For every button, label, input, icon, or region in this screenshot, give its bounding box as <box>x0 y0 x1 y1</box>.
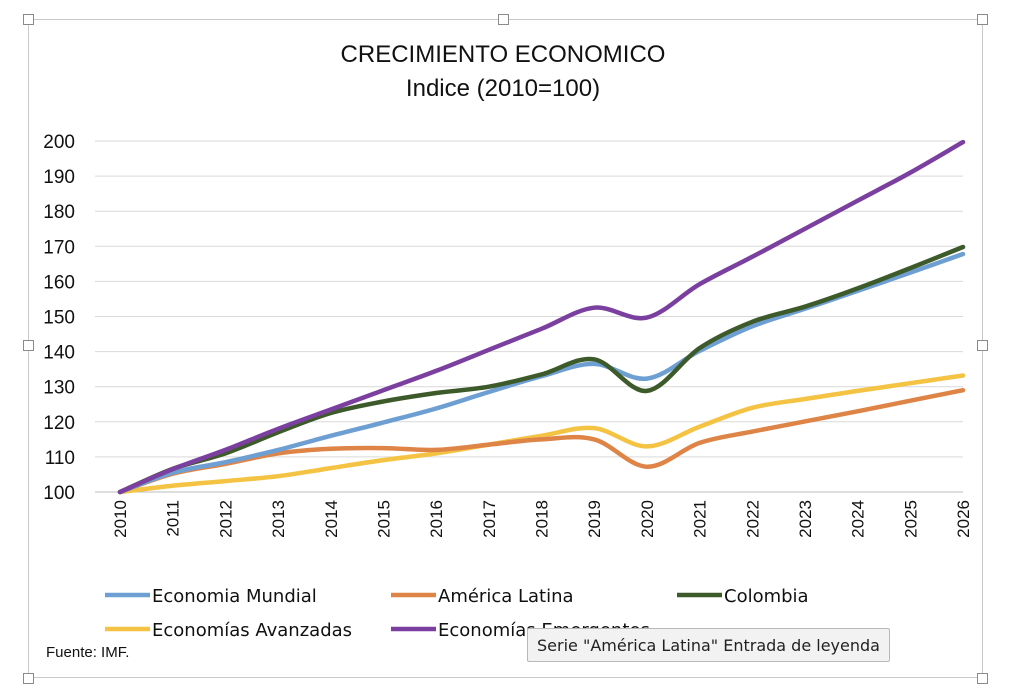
legend-entry-0[interactable]: Economia Mundial <box>105 586 317 607</box>
chart-subtitle: Indice (2010=100) <box>406 75 600 102</box>
y-tick-label: 180 <box>43 202 75 223</box>
y-tick-label: 130 <box>43 378 75 399</box>
y-tick-label: 120 <box>43 413 75 434</box>
y-tick-label: 100 <box>43 483 75 504</box>
x-tick-label: 2020 <box>638 500 657 538</box>
legend-label: América Latina <box>438 586 574 607</box>
legend-entry-1[interactable]: América Latina <box>391 586 574 607</box>
resize-handle-top-right[interactable] <box>977 14 988 25</box>
gridlines <box>95 140 963 493</box>
x-tick-label: 2025 <box>901 500 920 538</box>
legend-entry-2[interactable]: Colombia <box>677 586 809 607</box>
x-tick-label: 2015 <box>374 500 393 538</box>
resize-handle-bottom-left[interactable] <box>23 673 34 684</box>
x-tick-label: 2016 <box>427 500 446 538</box>
x-axis-ticks: 2010 2011 2012 2013 2014 2015 2016 2017 2018 2019… <box>111 500 973 538</box>
resize-handle-top-left[interactable] <box>23 14 34 25</box>
y-tick-label: 170 <box>43 237 75 258</box>
legend-tooltip: Serie "América Latina" Entrada de leyend… <box>527 628 890 662</box>
series-line-3[interactable] <box>117 373 966 495</box>
source-note: Fuente: IMF. <box>46 644 129 661</box>
x-tick-label: 2022 <box>743 500 762 538</box>
resize-handle-top-center[interactable] <box>498 14 509 25</box>
y-tick-label: 190 <box>43 167 75 188</box>
y-tick-label: 110 <box>45 448 75 469</box>
x-tick-label: 2026 <box>954 500 973 538</box>
series-line-2[interactable] <box>117 244 966 495</box>
x-tick-label: 2018 <box>533 500 552 538</box>
x-tick-label: 2021 <box>691 500 710 538</box>
legend-label: Colombia <box>724 586 809 607</box>
x-tick-label: 2013 <box>269 500 288 538</box>
x-tick-label: 2010 <box>111 500 130 538</box>
y-tick-label: 160 <box>43 272 75 293</box>
y-axis-ticks: 100 110 120 130 140 150 160 170 180 190 200 <box>43 132 75 504</box>
x-tick-label: 2017 <box>480 500 499 538</box>
legend-label: Economías Avanzadas <box>152 620 352 641</box>
legend-label: Economia Mundial <box>152 586 317 607</box>
y-tick-label: 150 <box>43 308 75 329</box>
legend-entry-3[interactable]: Economías Avanzadas <box>105 620 352 641</box>
series-line-1[interactable] <box>117 387 966 495</box>
y-tick-label: 140 <box>43 343 75 364</box>
x-tick-label: 2011 <box>164 500 183 537</box>
x-tick-label: 2019 <box>585 500 604 538</box>
series-lines[interactable] <box>117 139 966 495</box>
chart-title: CRECIMIENTO ECONOMICO <box>341 41 666 68</box>
x-tick-label: 2012 <box>216 500 235 538</box>
series-line-4[interactable] <box>117 139 966 495</box>
y-tick-label: 200 <box>43 132 75 153</box>
x-tick-label: 2014 <box>322 500 341 538</box>
x-tick-label: 2024 <box>849 500 868 538</box>
x-tick-label: 2023 <box>796 500 815 538</box>
resize-handle-middle-left[interactable] <box>23 340 34 351</box>
resize-handle-bottom-right[interactable] <box>977 673 988 684</box>
resize-handle-middle-right[interactable] <box>977 340 988 351</box>
